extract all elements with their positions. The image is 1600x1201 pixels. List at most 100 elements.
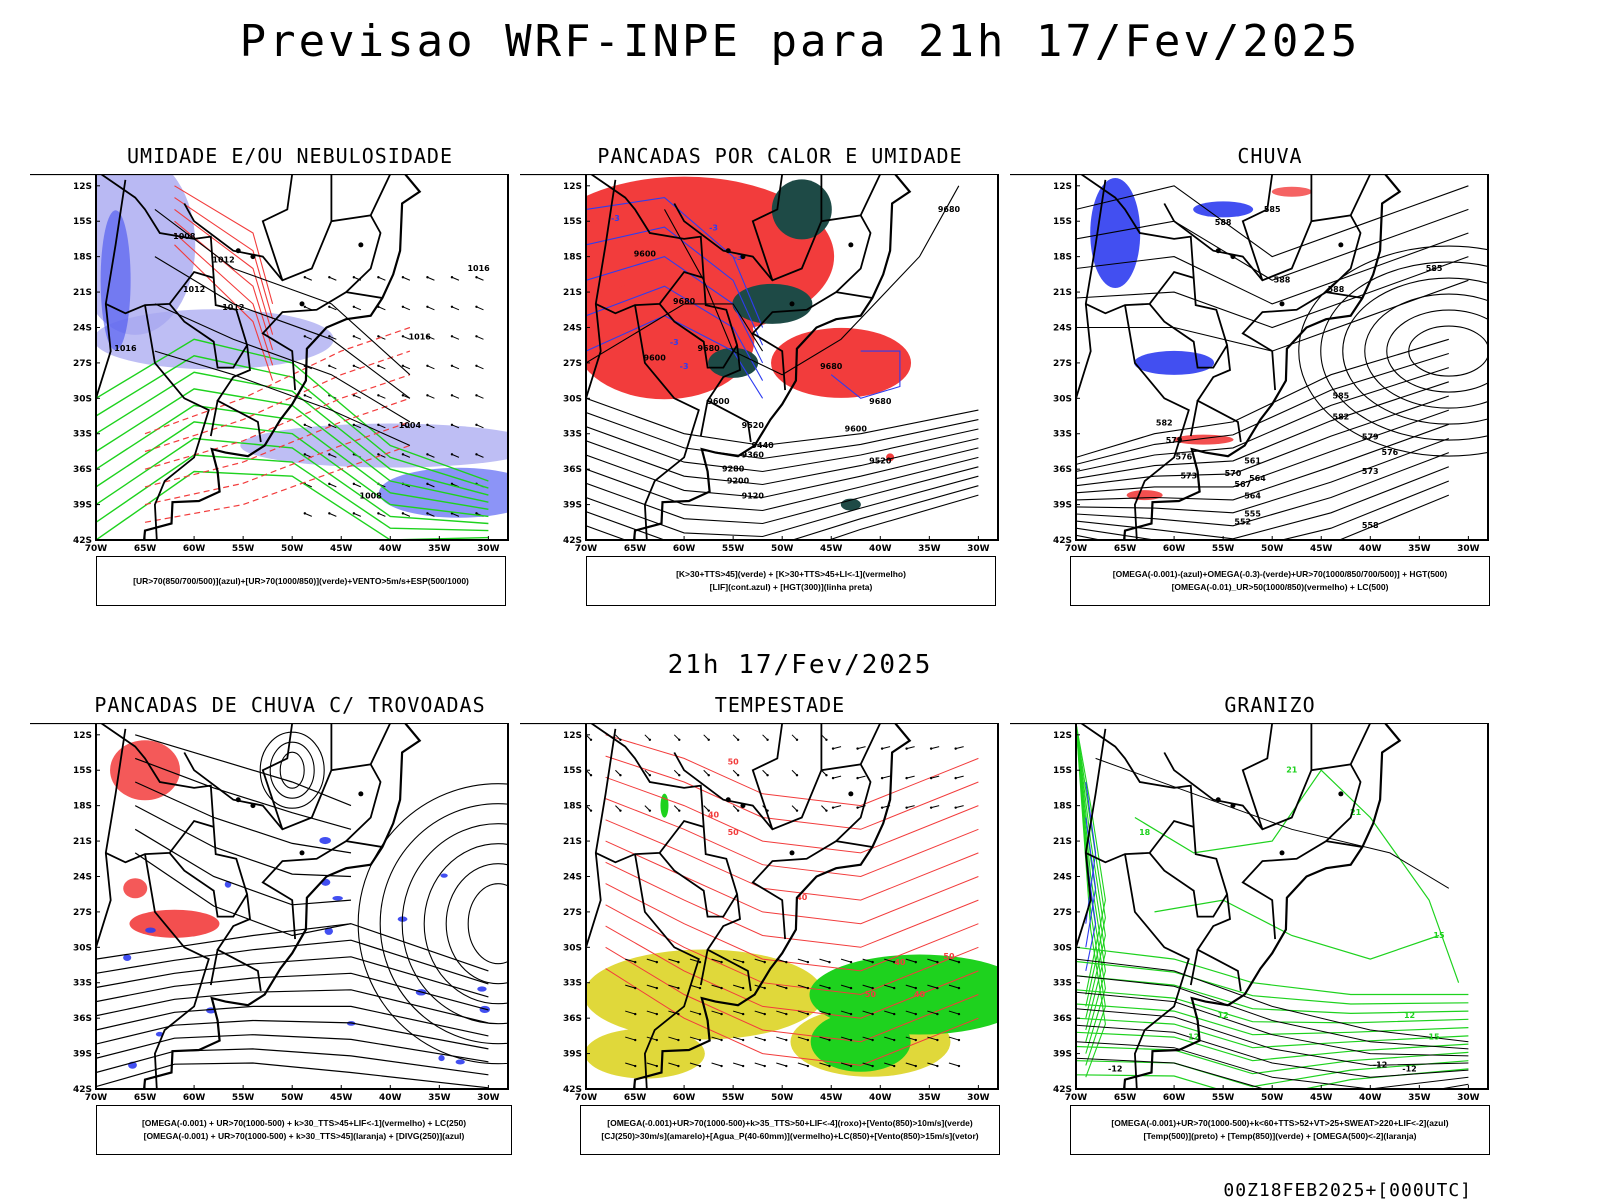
country-state-border (346, 292, 382, 298)
lake-marker (1216, 248, 1221, 253)
lake-marker (740, 803, 745, 808)
wind-vector-head (850, 1065, 852, 1067)
wind-vector-head (825, 809, 827, 811)
wind-vector-head (850, 1013, 852, 1015)
wind-vector-head (426, 424, 428, 426)
legend-line: [UR>70(850/700/500)](azul)+[UR>70(1000/8… (97, 575, 505, 588)
wind-vector-head (677, 1013, 679, 1015)
country-state-border (371, 723, 391, 764)
lon-tick-label: 70W (85, 1093, 108, 1103)
lat-tick-label: 27S (73, 908, 92, 918)
lat-tick-label: 30S (73, 943, 92, 953)
lon-tick-label: 30W (967, 1093, 990, 1103)
wind-vector-head (590, 774, 592, 776)
wind-vector-head (426, 512, 428, 514)
lat-tick-label: 15S (73, 217, 92, 227)
wind-vector (858, 747, 866, 749)
wind-vector-head (451, 335, 453, 337)
country-state-border (1351, 723, 1371, 764)
height-label: -3 (611, 214, 620, 223)
panel-legend: [OMEGA(-0.001)+UR>70(1000-500)+k>35_TTS>… (580, 1105, 1000, 1155)
panel-title: UMIDADE E/OU NEBULOSIDADE (30, 144, 550, 168)
height-label: 9680 (869, 397, 892, 406)
wind-vector (733, 1063, 743, 1066)
height-label: 588 (1215, 218, 1232, 227)
wind-vector-head (377, 335, 379, 337)
wind-vector-head (590, 809, 592, 811)
country-state-border (1351, 174, 1371, 215)
country-state-border (346, 841, 382, 847)
wind-vector-head (828, 1013, 830, 1015)
lon-tick-label: 40W (869, 1093, 892, 1103)
wind-vector-head (619, 809, 621, 811)
lake-marker (300, 301, 305, 306)
temperature-label: 21 (1286, 766, 1298, 775)
map-rain: 588585585588582579576573 5705675645645615… (1010, 174, 1530, 594)
lon-tick-label: 30W (477, 544, 500, 554)
wind-vector-head (677, 1039, 679, 1041)
lat-tick-label: 30S (1053, 943, 1072, 953)
wind-vector-head (871, 1039, 873, 1041)
lon-tick-label: 55W (232, 544, 255, 554)
lake-marker (1230, 254, 1235, 259)
lat-tick-label: 18S (73, 253, 92, 263)
wind-vector-head (936, 1039, 938, 1041)
wind-vector (841, 959, 851, 962)
wind-vector-head (850, 987, 852, 989)
lat-tick-label: 18S (1053, 802, 1072, 812)
wind-vector-head (590, 739, 592, 741)
streamline (1409, 326, 1489, 376)
wind-vector-head (785, 1039, 787, 1041)
lon-tick-label: 35W (1408, 1093, 1431, 1103)
lake-marker (726, 248, 731, 253)
country-state-border (263, 174, 292, 280)
wind-vector-head (785, 1013, 787, 1015)
wind-vector-head (828, 961, 830, 963)
wind-vector (776, 1037, 786, 1040)
divergence-spot-blue (456, 1059, 465, 1064)
wind-vector-head (766, 739, 768, 741)
height-label: 9680 (820, 362, 843, 371)
wind-vector-head (353, 424, 355, 426)
height-label: 576 (1382, 448, 1399, 457)
wind-vector (755, 1063, 765, 1066)
divergence-spot-blue (438, 1055, 444, 1061)
wind-vector-head (304, 424, 306, 426)
wind-vector-head (915, 1065, 917, 1067)
height-label: 9680 (673, 297, 696, 306)
wind-vector (776, 1063, 786, 1066)
lat-tick-label: 24S (563, 872, 582, 882)
lon-tick-label: 65W (624, 544, 647, 554)
country-state-border (145, 854, 209, 1089)
wind-vector-head (954, 747, 956, 749)
wind-vector-head (426, 276, 428, 278)
lat-tick-label: 39S (1053, 501, 1072, 511)
wind-vector-head (825, 739, 827, 741)
wind-vector-head (475, 365, 477, 367)
lake-marker (358, 242, 363, 247)
lat-tick-label: 18S (563, 802, 582, 812)
wind-vector (858, 776, 866, 778)
lat-tick-label: 18S (1053, 253, 1072, 263)
pressure-label: 1016 (114, 344, 137, 353)
lon-tick-label: 45W (330, 1093, 353, 1103)
run-timestamp: 00Z18FEB2025+[000UTC] (1223, 1180, 1472, 1201)
wind-vector-head (475, 453, 477, 455)
streamline (1387, 310, 1511, 392)
height-label: 9600 (644, 354, 667, 363)
humidity-area-blue (101, 210, 131, 350)
lon-tick-label: 50W (771, 544, 794, 554)
height-label: 570 (1225, 469, 1242, 478)
lake-marker (1338, 791, 1343, 796)
lat-tick-label: 33S (73, 430, 92, 440)
temp850-contour-green (1135, 770, 1459, 983)
wind-vector-head (328, 276, 330, 278)
wind-vector-head (958, 1065, 960, 1067)
wind-vector-head (893, 1065, 895, 1067)
lat-tick-label: 12S (73, 182, 92, 192)
height-label: 573 (1180, 472, 1197, 481)
country-state-border (1125, 854, 1189, 1089)
pressure-label: 1012 (183, 285, 205, 294)
height-label: 558 (1362, 521, 1379, 530)
lon-tick-label: 40W (1359, 544, 1382, 554)
